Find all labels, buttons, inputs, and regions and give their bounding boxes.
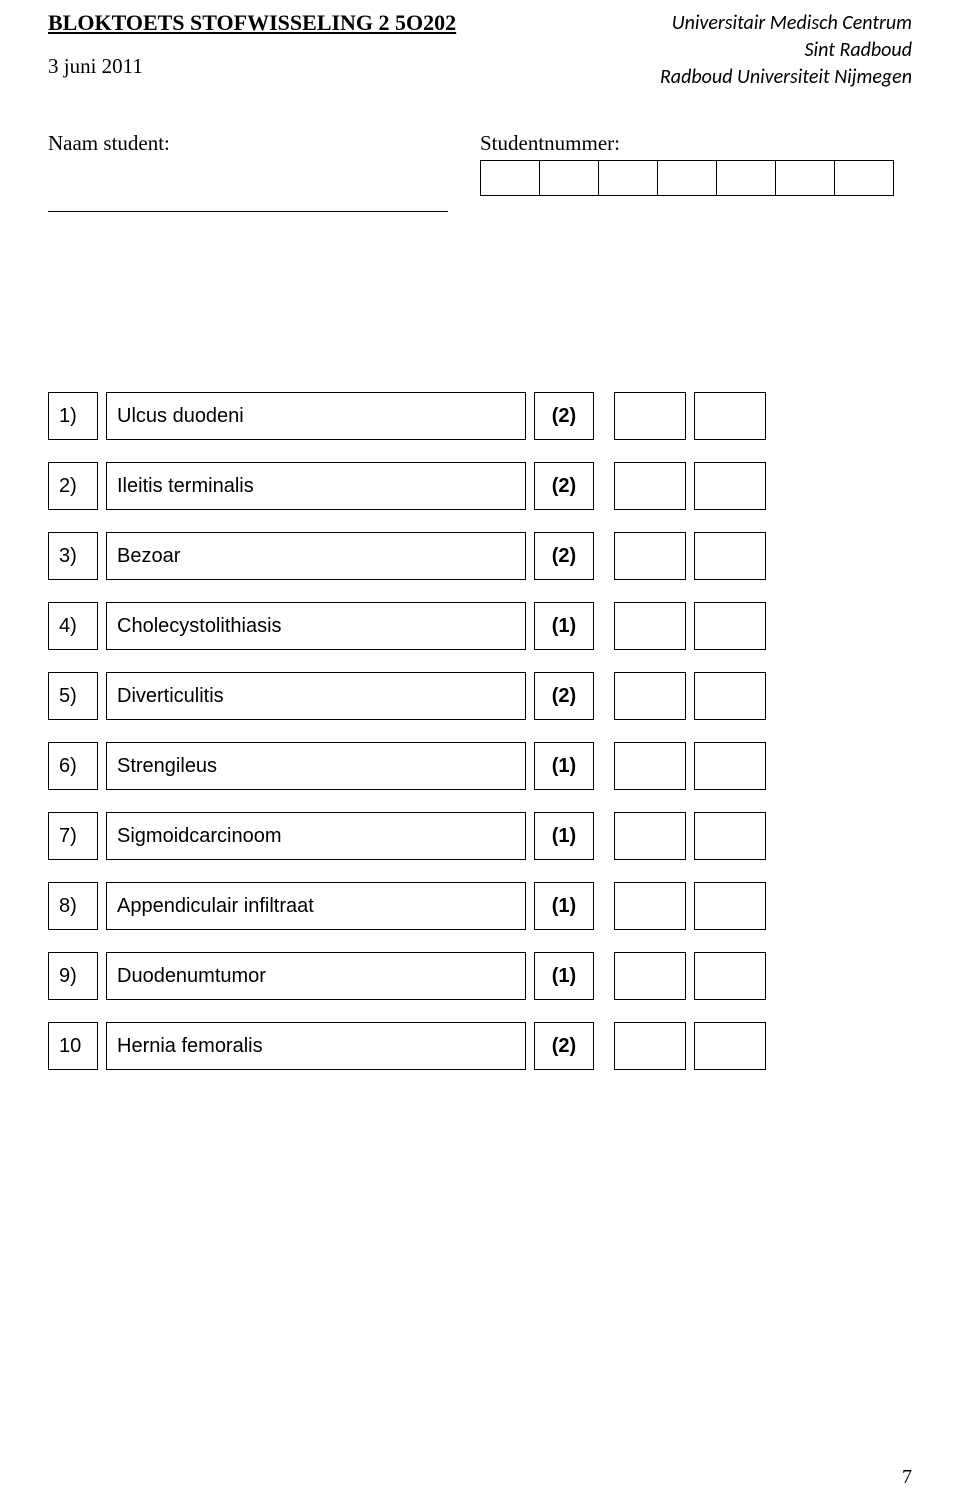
student-name-block: Naam student: xyxy=(48,131,480,212)
row-number: 4) xyxy=(48,602,98,650)
institution-line-1: Universitair Medisch Centrum xyxy=(660,10,912,37)
row-term: Strengileus xyxy=(106,742,526,790)
row-blank-1[interactable] xyxy=(614,952,686,1000)
row-number: 10 xyxy=(48,1022,98,1070)
exam-title: BLOKTOETS STOFWISSELING 2 5O202 xyxy=(48,10,456,36)
student-name-label: Naam student: xyxy=(48,131,480,156)
row-blank-1[interactable] xyxy=(614,742,686,790)
table-row: 3)Bezoar(2) xyxy=(48,532,912,580)
row-term: Duodenumtumor xyxy=(106,952,526,1000)
page: BLOKTOETS STOFWISSELING 2 5O202 3 juni 2… xyxy=(0,0,960,1509)
row-blank-2[interactable] xyxy=(694,672,766,720)
row-number: 8) xyxy=(48,882,98,930)
header-left: BLOKTOETS STOFWISSELING 2 5O202 3 juni 2… xyxy=(48,10,456,109)
items-table: 1)Ulcus duodeni(2)2)Ileitis terminalis(2… xyxy=(48,392,912,1070)
row-blank-2[interactable] xyxy=(694,742,766,790)
row-blank-1[interactable] xyxy=(614,1022,686,1070)
row-blank-2[interactable] xyxy=(694,952,766,1000)
row-blank-2[interactable] xyxy=(694,532,766,580)
row-term: Ileitis terminalis xyxy=(106,462,526,510)
table-row: 10Hernia femoralis(2) xyxy=(48,1022,912,1070)
table-row: 8)Appendiculair infiltraat(1) xyxy=(48,882,912,930)
student-number-boxes[interactable] xyxy=(480,160,912,196)
row-number: 1) xyxy=(48,392,98,440)
header-right: Universitair Medisch Centrum Sint Radbou… xyxy=(660,10,912,91)
institution-line-3: Radboud Universiteit Nijmegen xyxy=(660,64,912,91)
row-blank-1[interactable] xyxy=(614,532,686,580)
row-score: (2) xyxy=(534,672,594,720)
student-form-row: Naam student: Studentnummer: xyxy=(48,131,912,212)
table-row: 6) Strengileus(1) xyxy=(48,742,912,790)
row-blank-1[interactable] xyxy=(614,392,686,440)
row-term: Cholecystolithiasis xyxy=(106,602,526,650)
row-blank-2[interactable] xyxy=(694,1022,766,1070)
row-blank-2[interactable] xyxy=(694,602,766,650)
row-number: 6) xyxy=(48,742,98,790)
row-number: 7) xyxy=(48,812,98,860)
row-blank-1[interactable] xyxy=(614,602,686,650)
row-blank-2[interactable] xyxy=(694,812,766,860)
row-term: Sigmoidcarcinoom xyxy=(106,812,526,860)
row-score: (2) xyxy=(534,1022,594,1070)
row-score: (1) xyxy=(534,952,594,1000)
table-row: 5)Diverticulitis(2) xyxy=(48,672,912,720)
row-score: (2) xyxy=(534,392,594,440)
row-blank-1[interactable] xyxy=(614,462,686,510)
institution-line-2: Sint Radboud xyxy=(660,37,912,64)
row-blank-1[interactable] xyxy=(614,812,686,860)
row-blank-2[interactable] xyxy=(694,462,766,510)
row-number: 5) xyxy=(48,672,98,720)
table-row: 4)Cholecystolithiasis(1) xyxy=(48,602,912,650)
table-row: 9)Duodenumtumor(1) xyxy=(48,952,912,1000)
row-score: (1) xyxy=(534,602,594,650)
row-score: (1) xyxy=(534,812,594,860)
table-row: 7)Sigmoidcarcinoom(1) xyxy=(48,812,912,860)
row-number: 2) xyxy=(48,462,98,510)
row-blank-1[interactable] xyxy=(614,672,686,720)
row-score: (2) xyxy=(534,462,594,510)
table-row: 1)Ulcus duodeni(2) xyxy=(48,392,912,440)
row-number: 3) xyxy=(48,532,98,580)
row-term: Diverticulitis xyxy=(106,672,526,720)
student-number-block: Studentnummer: xyxy=(480,131,912,196)
row-term: Hernia femoralis xyxy=(106,1022,526,1070)
student-number-label: Studentnummer: xyxy=(480,131,912,156)
row-score: (1) xyxy=(534,882,594,930)
row-number: 9) xyxy=(48,952,98,1000)
row-blank-2[interactable] xyxy=(694,882,766,930)
row-score: (2) xyxy=(534,532,594,580)
page-number: 7 xyxy=(902,1466,912,1489)
row-term: Appendiculair infiltraat xyxy=(106,882,526,930)
student-name-line[interactable] xyxy=(48,162,448,212)
row-blank-1[interactable] xyxy=(614,882,686,930)
row-score: (1) xyxy=(534,742,594,790)
row-term: Bezoar xyxy=(106,532,526,580)
header: BLOKTOETS STOFWISSELING 2 5O202 3 juni 2… xyxy=(48,10,912,109)
row-blank-2[interactable] xyxy=(694,392,766,440)
table-row: 2)Ileitis terminalis(2) xyxy=(48,462,912,510)
row-term: Ulcus duodeni xyxy=(106,392,526,440)
exam-date: 3 juni 2011 xyxy=(48,54,456,79)
